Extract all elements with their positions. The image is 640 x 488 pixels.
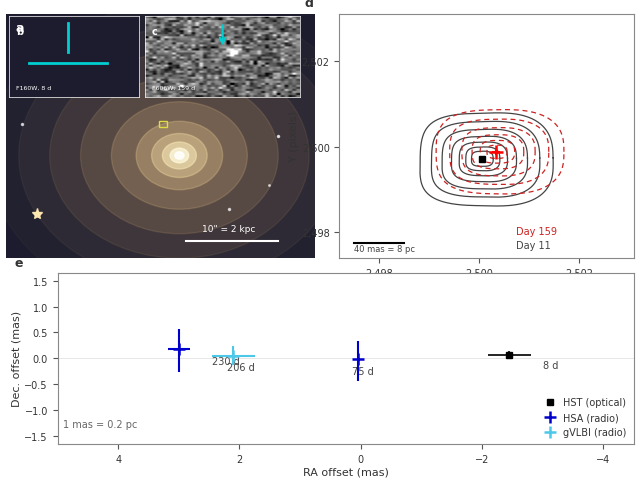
Text: 8 d: 8 d — [543, 360, 558, 370]
Text: Day 11: Day 11 — [516, 241, 550, 251]
Y-axis label: Dec. offset (mas): Dec. offset (mas) — [12, 311, 22, 407]
Text: e: e — [14, 257, 23, 269]
X-axis label: RA offset (mas): RA offset (mas) — [303, 467, 388, 476]
Text: 230 d: 230 d — [212, 356, 240, 366]
Circle shape — [152, 134, 207, 178]
Circle shape — [163, 143, 196, 170]
Circle shape — [136, 122, 223, 190]
Circle shape — [81, 78, 278, 234]
Circle shape — [19, 29, 340, 283]
Text: 1 mas = 0.2 pc: 1 mas = 0.2 pc — [63, 419, 138, 429]
X-axis label: X (pixels): X (pixels) — [461, 281, 513, 291]
Text: a: a — [15, 22, 24, 35]
Text: 75 d: 75 d — [351, 366, 373, 376]
Text: 10" = 2 kpc: 10" = 2 kpc — [202, 225, 255, 234]
Text: Day 159: Day 159 — [516, 226, 557, 236]
Legend: HST (optical), HSA (radio), gVLBI (radio): HST (optical), HSA (radio), gVLBI (radio… — [538, 396, 628, 439]
Bar — [159, 121, 167, 127]
Circle shape — [175, 152, 184, 160]
Circle shape — [170, 149, 189, 163]
Text: 40 mas = 8 pc: 40 mas = 8 pc — [355, 244, 415, 253]
Y-axis label: Y (pixels): Y (pixels) — [289, 111, 299, 162]
Text: 206 d: 206 d — [227, 363, 255, 372]
Text: d: d — [304, 0, 313, 10]
Circle shape — [50, 54, 309, 259]
Circle shape — [111, 102, 247, 210]
